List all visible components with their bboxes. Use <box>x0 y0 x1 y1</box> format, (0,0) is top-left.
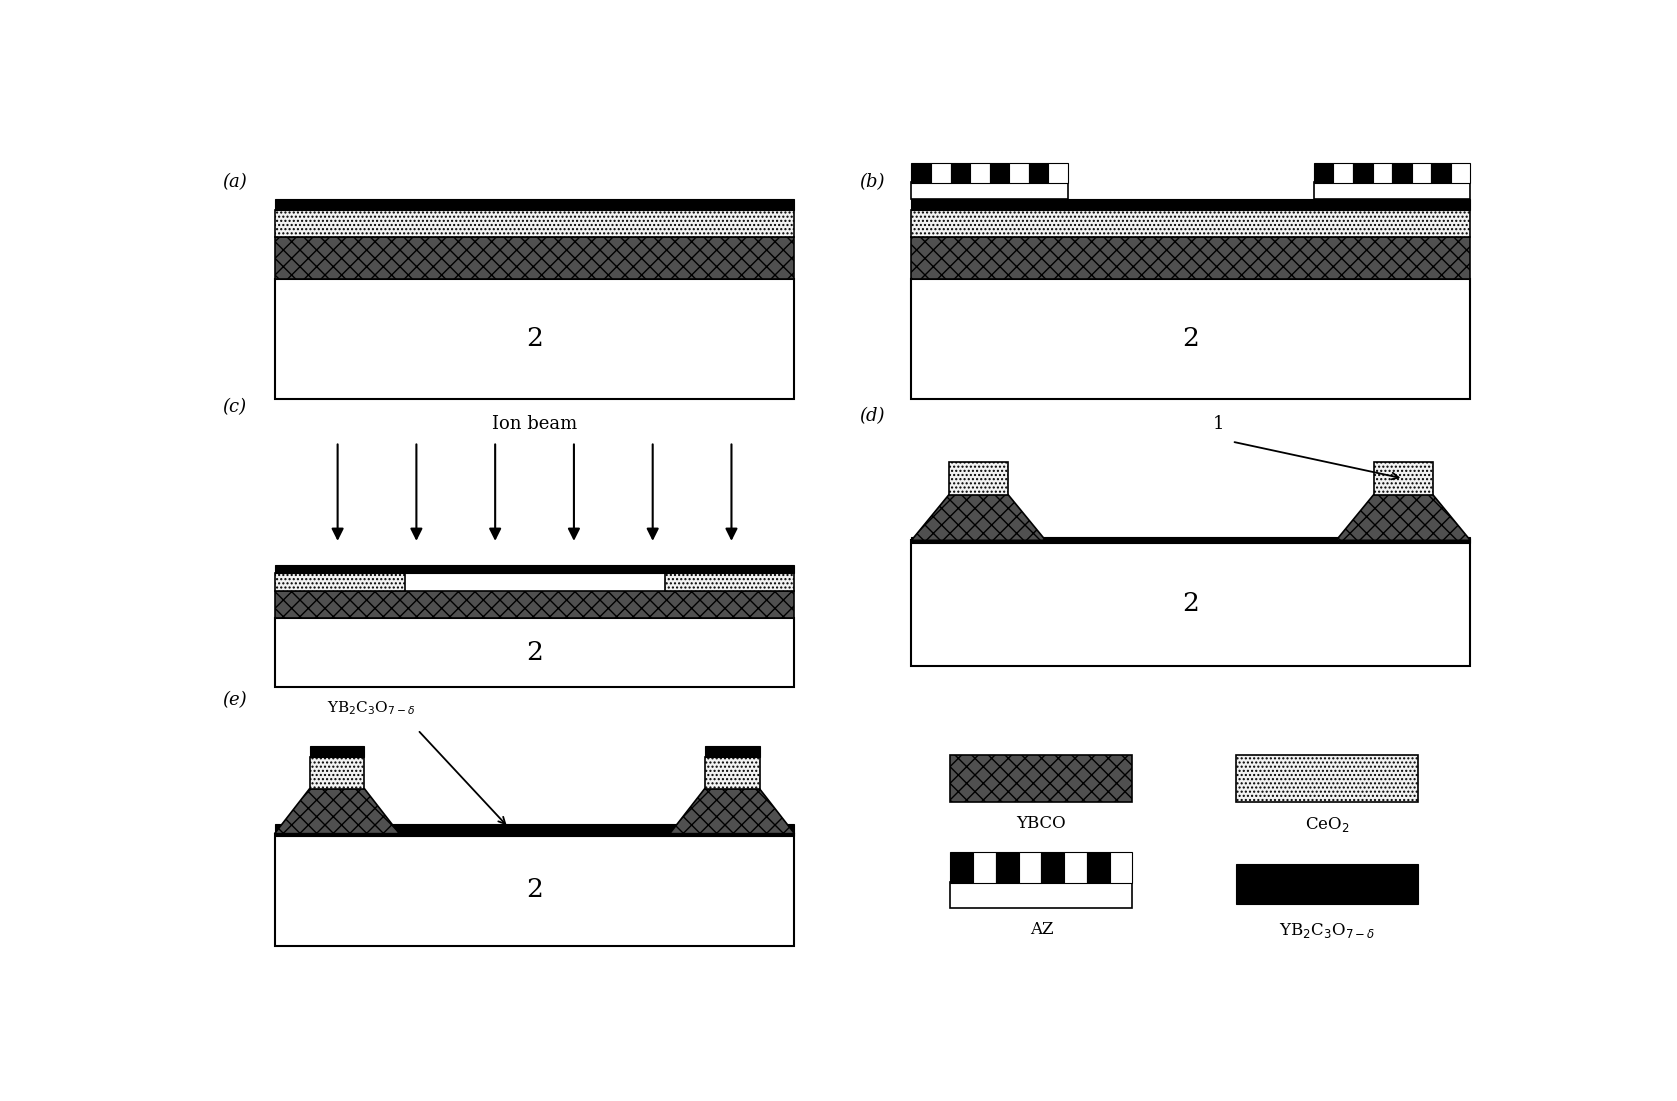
Bar <box>1087 852 1110 883</box>
Bar <box>989 163 1010 183</box>
Bar <box>1333 163 1353 183</box>
Text: (c): (c) <box>223 399 247 416</box>
Text: Ion beam: Ion beam <box>491 415 577 433</box>
Bar <box>1353 163 1372 183</box>
Bar <box>1313 163 1333 183</box>
Bar <box>275 237 795 279</box>
Bar <box>951 882 1132 908</box>
Bar <box>912 237 1471 279</box>
Text: YBCO: YBCO <box>1016 815 1067 831</box>
Text: 2: 2 <box>527 877 543 903</box>
Bar <box>912 199 1471 210</box>
Text: 1: 1 <box>1212 415 1224 433</box>
Bar <box>1451 163 1471 183</box>
Bar <box>275 199 795 210</box>
Bar <box>275 824 795 836</box>
Text: AZ: AZ <box>1030 920 1053 938</box>
Bar <box>1010 163 1028 183</box>
Bar <box>275 591 795 618</box>
Bar <box>310 757 364 788</box>
Text: YB$_2$C$_3$O$_{7-\delta}$: YB$_2$C$_3$O$_{7-\delta}$ <box>327 699 416 717</box>
Bar <box>1041 852 1065 883</box>
Bar <box>1048 163 1068 183</box>
Bar <box>704 757 760 788</box>
Bar <box>1372 163 1392 183</box>
Bar <box>912 537 1471 544</box>
Text: YB$_2$C$_3$O$_{7-\delta}$: YB$_2$C$_3$O$_{7-\delta}$ <box>1280 920 1375 939</box>
Polygon shape <box>275 788 399 833</box>
Text: 2: 2 <box>1182 591 1199 615</box>
Bar <box>1430 163 1451 183</box>
Bar <box>912 541 1471 666</box>
Bar <box>275 833 795 946</box>
Text: 2: 2 <box>527 640 543 665</box>
Bar <box>275 279 795 400</box>
Bar <box>1110 852 1132 883</box>
Bar <box>912 163 931 183</box>
Text: (e): (e) <box>223 690 247 709</box>
Bar <box>664 573 795 591</box>
Bar <box>1412 163 1430 183</box>
Bar <box>969 163 989 183</box>
Bar <box>275 573 404 591</box>
Text: 2: 2 <box>1182 326 1199 351</box>
Bar <box>1028 163 1048 183</box>
Polygon shape <box>912 494 1045 541</box>
Text: (b): (b) <box>859 174 885 192</box>
Bar <box>275 618 795 687</box>
Bar <box>912 182 1068 199</box>
Bar <box>949 462 1008 494</box>
Text: (a): (a) <box>223 174 248 192</box>
Bar <box>951 755 1132 802</box>
Bar <box>1373 462 1432 494</box>
Bar <box>1236 755 1419 802</box>
Bar <box>912 210 1471 237</box>
Bar <box>951 852 973 883</box>
Bar <box>275 210 795 237</box>
Text: CeO$_2$: CeO$_2$ <box>1305 815 1350 833</box>
Bar <box>912 279 1471 400</box>
Bar <box>310 746 364 757</box>
Bar <box>704 746 760 757</box>
Bar <box>1018 852 1041 883</box>
Bar <box>1313 182 1471 199</box>
Polygon shape <box>1337 494 1471 541</box>
Text: (d): (d) <box>859 406 885 425</box>
Text: 2: 2 <box>527 326 543 351</box>
Bar <box>1236 864 1419 904</box>
Bar <box>931 163 951 183</box>
Bar <box>996 852 1018 883</box>
Bar <box>275 565 795 573</box>
Polygon shape <box>669 788 795 833</box>
Bar <box>973 852 996 883</box>
Bar <box>1392 163 1412 183</box>
Bar <box>1065 852 1087 883</box>
Bar <box>951 163 969 183</box>
